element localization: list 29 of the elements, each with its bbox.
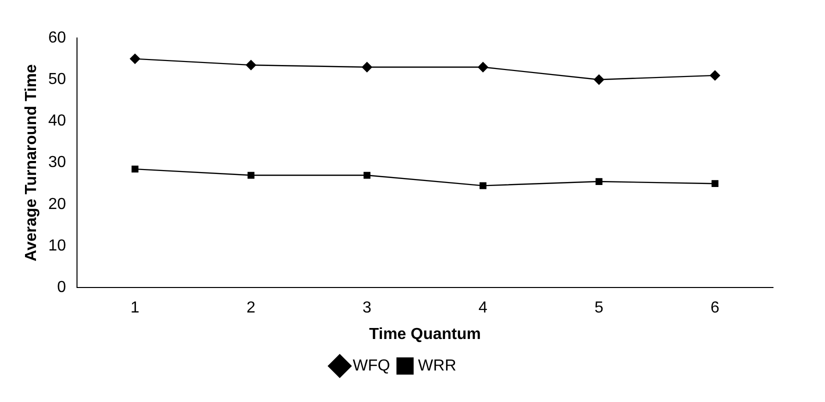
point [596, 178, 602, 185]
x-tick-label: 3 [362, 300, 372, 317]
y-tick-label: 50 [48, 71, 66, 88]
legend-label: WRR [418, 357, 456, 374]
point [478, 62, 488, 72]
x-tick-label: 2 [246, 300, 256, 317]
y-tick-label: 40 [48, 112, 66, 130]
point [248, 172, 254, 179]
legend-label: WFQ [352, 357, 390, 374]
point [132, 166, 138, 172]
y-tick-label: 20 [48, 196, 66, 213]
point [246, 60, 256, 70]
point [130, 54, 140, 64]
x-tick-label: 1 [130, 300, 140, 317]
x-tick-label: 4 [478, 300, 488, 317]
y-tick-label: 30 [48, 154, 66, 172]
x-tick-label: 6 [710, 300, 720, 317]
point [594, 74, 604, 85]
x-axis-title: Time Quantum [369, 326, 481, 343]
point [710, 70, 720, 81]
y-tick-label: 10 [48, 237, 66, 254]
y-tick-label: 0 [57, 279, 66, 296]
point [362, 62, 372, 72]
y-axis-title: Average Turnaround Time [23, 64, 40, 262]
point [480, 182, 486, 190]
x-tick-label: 5 [594, 300, 604, 317]
y-tick-label: 60 [48, 29, 66, 46]
point [712, 180, 718, 188]
point [364, 172, 370, 179]
